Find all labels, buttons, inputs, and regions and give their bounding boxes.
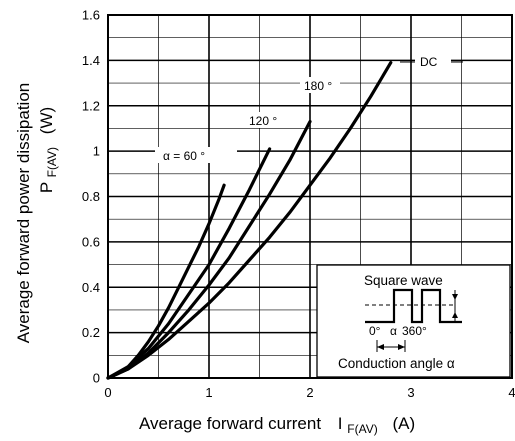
- inset-square-wave: [365, 288, 462, 324]
- inset-angle-start: 0°: [369, 324, 381, 338]
- x-tick-label: 4: [508, 385, 515, 400]
- inset-angle-end: 360°: [402, 324, 427, 338]
- series-label-180: 180 °: [304, 79, 332, 93]
- inset-span-arrow-left: [377, 344, 384, 350]
- y-tick-label: 1.2: [82, 98, 100, 113]
- series-lines: [106, 60, 393, 380]
- y-tick-label: 0.4: [82, 280, 100, 295]
- label-bg-dc: [415, 53, 451, 69]
- series-line-3: [106, 60, 393, 380]
- series-line-1: [106, 147, 272, 380]
- y-axis-symbol: P: [37, 182, 56, 193]
- axes: 0 1 2 3 4 0 0.2 0.4 0.6 0.8 1 1.2 1.4 1.6: [82, 8, 515, 401]
- y-tick-label: 0.8: [82, 189, 100, 204]
- waveform-inset: Square wave 0° α 360° Conduction angle α: [316, 264, 511, 378]
- label-bg-60: [155, 147, 237, 163]
- inset-arrow-up: [452, 312, 458, 318]
- x-axis-title: Average forward current I F(AV) (A): [139, 414, 415, 437]
- series-line-0: [106, 183, 226, 380]
- inset-arrow-down: [452, 294, 458, 300]
- y-tick-label: 0: [93, 371, 100, 386]
- inset-caption: Conduction angle α: [338, 356, 455, 371]
- y-tick-label: 1: [93, 144, 100, 159]
- x-tick-label: 0: [104, 385, 111, 400]
- x-axis-unit: (A): [392, 414, 415, 433]
- series-label-120: 120 °: [249, 114, 277, 128]
- x-tick-label: 2: [306, 385, 313, 400]
- x-axis-symbol: I: [338, 414, 343, 433]
- y-tick-label: 0.2: [82, 325, 100, 340]
- inset-angle-mid: α: [390, 324, 397, 338]
- x-axis-label: Average forward current: [139, 414, 321, 433]
- y-tick-label: 0.6: [82, 234, 100, 249]
- y-tick-label: 1.4: [82, 53, 100, 68]
- series-labels: α = 60 ° 120 ° 180 ° DC: [155, 53, 463, 163]
- x-tick-label: 1: [205, 385, 212, 400]
- y-axis-unit: (W): [37, 107, 56, 134]
- y-axis-subscript: F(AV): [45, 147, 59, 177]
- x-tick-label: 3: [407, 385, 414, 400]
- y-tick-label: 1.6: [82, 8, 100, 23]
- plot-frame: [107, 14, 513, 379]
- label-bg-180: [300, 77, 340, 93]
- x-axis-subscript: F(AV): [347, 422, 377, 436]
- y-axis-title-line1: Average forward power dissipation: [14, 83, 33, 344]
- y-axis-title-line2: P F(AV) (W): [37, 107, 60, 193]
- inset-span-arrow-right: [398, 344, 405, 350]
- series-label-dc: DC: [420, 55, 438, 69]
- inset-title: Square wave: [364, 273, 443, 288]
- series-label-60: α = 60 °: [163, 149, 205, 163]
- label-bg-120: [245, 112, 287, 128]
